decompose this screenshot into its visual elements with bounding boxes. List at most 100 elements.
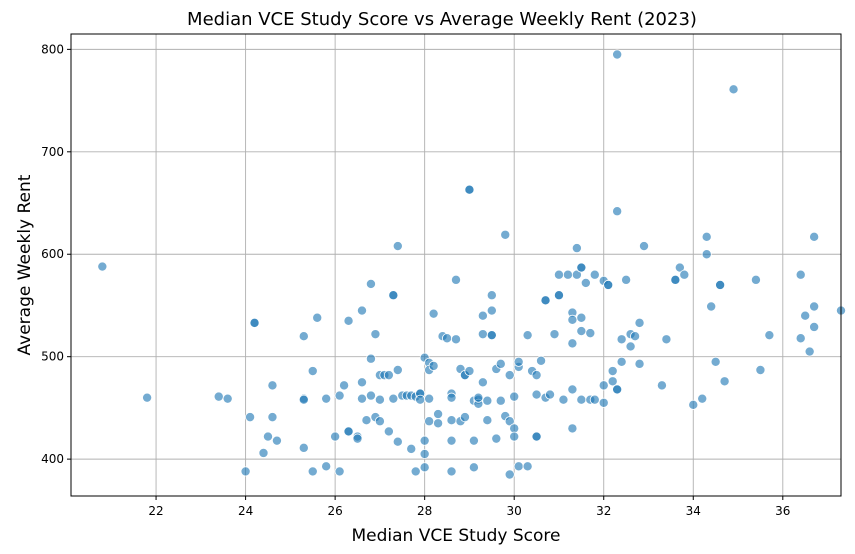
data-point <box>809 301 820 312</box>
data-point <box>715 279 726 290</box>
y-axis-ticks: 400 500 600 700 800 <box>41 42 71 466</box>
data-point <box>513 356 524 367</box>
data-point <box>571 243 582 254</box>
data-point <box>612 206 623 217</box>
data-point <box>567 423 578 434</box>
x-tick-label: 28 <box>417 504 432 518</box>
data-point <box>491 433 502 444</box>
data-point <box>271 435 282 446</box>
data-point <box>339 380 350 391</box>
data-point <box>616 356 627 367</box>
data-point <box>576 394 587 405</box>
data-point <box>607 376 618 387</box>
data-point <box>495 395 506 406</box>
data-point <box>567 314 578 325</box>
data-point <box>419 448 430 459</box>
data-point <box>477 377 488 388</box>
x-axis-ticks: 22 24 26 28 30 32 34 36 <box>148 496 790 518</box>
data-point <box>388 290 399 301</box>
data-point <box>598 380 609 391</box>
data-point <box>661 334 672 345</box>
data-point <box>607 366 618 377</box>
data-point <box>553 290 564 301</box>
data-point <box>558 394 569 405</box>
data-point <box>531 370 542 381</box>
data-point <box>213 391 224 402</box>
data-point <box>356 393 367 404</box>
data-point <box>531 431 542 442</box>
data-point <box>522 330 533 341</box>
data-point <box>468 435 479 446</box>
data-point <box>522 461 533 472</box>
data-point <box>706 301 717 312</box>
data-point <box>562 269 573 280</box>
data-point <box>361 415 372 426</box>
data-point <box>222 393 233 404</box>
data-point <box>365 353 376 364</box>
data-point <box>383 426 394 437</box>
data-point <box>486 330 497 341</box>
data-point <box>356 305 367 316</box>
data-point <box>509 431 520 442</box>
data-point <box>446 415 457 426</box>
data-point <box>307 366 318 377</box>
data-point <box>576 262 587 273</box>
data-point <box>795 333 806 344</box>
data-point <box>298 331 309 342</box>
data-point <box>553 269 564 280</box>
data-point <box>540 295 551 306</box>
data-point <box>446 466 457 477</box>
data-point <box>468 462 479 473</box>
data-point <box>450 334 461 345</box>
x-tick-label: 36 <box>775 504 790 518</box>
data-point <box>486 305 497 316</box>
data-point <box>419 462 430 473</box>
data-point <box>764 330 775 341</box>
data-point <box>545 389 556 400</box>
data-point <box>495 358 506 369</box>
data-point <box>442 333 453 344</box>
data-point <box>370 329 381 340</box>
data-point <box>240 466 251 477</box>
x-tick-label: 30 <box>507 504 522 518</box>
y-axis-label: Average Weekly Rent <box>15 174 35 355</box>
data-point <box>670 274 681 285</box>
x-axis-label: Median VCE Study Score <box>352 526 561 546</box>
data-point <box>245 412 256 423</box>
data-point <box>267 412 278 423</box>
data-point <box>298 442 309 453</box>
data-point <box>419 435 430 446</box>
data-point <box>710 356 721 367</box>
data-point <box>809 231 820 242</box>
data-point <box>728 84 739 95</box>
data-point <box>612 384 623 395</box>
y-tick-label: 700 <box>41 145 64 159</box>
y-tick-label: 400 <box>41 452 64 466</box>
data-point <box>585 328 596 339</box>
data-point <box>536 355 547 366</box>
data-point <box>634 358 645 369</box>
data-point <box>142 392 153 403</box>
data-point <box>549 329 560 340</box>
data-point <box>392 436 403 447</box>
plot-frame <box>70 33 842 497</box>
x-tick-label: 26 <box>327 504 342 518</box>
x-tick-label: 34 <box>686 504 701 518</box>
data-point <box>464 366 475 377</box>
x-tick-label: 32 <box>596 504 611 518</box>
data-point <box>500 229 511 240</box>
x-tick-label: 22 <box>148 504 163 518</box>
data-point <box>97 261 108 272</box>
data-point <box>374 416 385 427</box>
data-point <box>621 274 632 285</box>
data-point <box>679 269 690 280</box>
data-point <box>365 278 376 289</box>
data-point <box>589 269 600 280</box>
data-point <box>428 360 439 371</box>
data-point <box>603 279 614 290</box>
y-tick-label: 600 <box>41 247 64 261</box>
data-point <box>334 390 345 401</box>
data-point <box>298 394 309 405</box>
data-point <box>321 393 332 404</box>
